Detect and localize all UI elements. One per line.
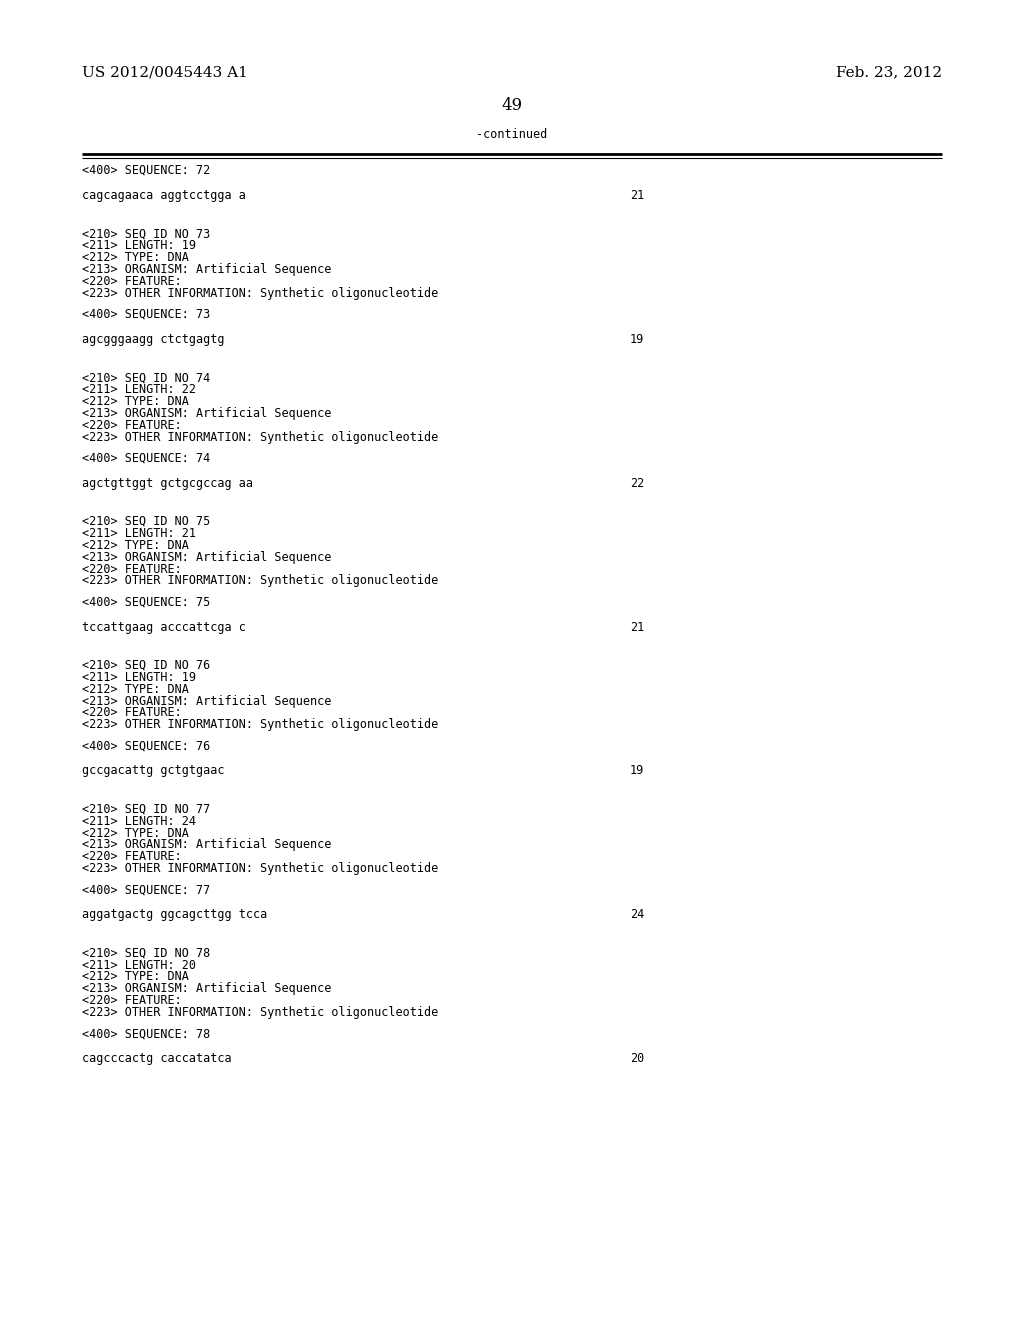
Text: <213> ORGANISM: Artificial Sequence: <213> ORGANISM: Artificial Sequence bbox=[82, 263, 332, 276]
Text: <212> TYPE: DNA: <212> TYPE: DNA bbox=[82, 970, 188, 983]
Text: agctgttggt gctgcgccag aa: agctgttggt gctgcgccag aa bbox=[82, 477, 253, 490]
Text: <223> OTHER INFORMATION: Synthetic oligonucleotide: <223> OTHER INFORMATION: Synthetic oligo… bbox=[82, 286, 438, 300]
Text: -continued: -continued bbox=[476, 128, 548, 141]
Text: <223> OTHER INFORMATION: Synthetic oligonucleotide: <223> OTHER INFORMATION: Synthetic oligo… bbox=[82, 862, 438, 875]
Text: <211> LENGTH: 19: <211> LENGTH: 19 bbox=[82, 671, 196, 684]
Text: <220> FEATURE:: <220> FEATURE: bbox=[82, 275, 181, 288]
Text: <220> FEATURE:: <220> FEATURE: bbox=[82, 706, 181, 719]
Text: <400> SEQUENCE: 78: <400> SEQUENCE: 78 bbox=[82, 1027, 210, 1040]
Text: 19: 19 bbox=[630, 333, 644, 346]
Text: <400> SEQUENCE: 76: <400> SEQUENCE: 76 bbox=[82, 739, 210, 752]
Text: <220> FEATURE:: <220> FEATURE: bbox=[82, 994, 181, 1007]
Text: <212> TYPE: DNA: <212> TYPE: DNA bbox=[82, 826, 188, 840]
Text: US 2012/0045443 A1: US 2012/0045443 A1 bbox=[82, 66, 248, 79]
Text: <213> ORGANISM: Artificial Sequence: <213> ORGANISM: Artificial Sequence bbox=[82, 694, 332, 708]
Text: <210> SEQ ID NO 74: <210> SEQ ID NO 74 bbox=[82, 371, 210, 384]
Text: 20: 20 bbox=[630, 1052, 644, 1065]
Text: <213> ORGANISM: Artificial Sequence: <213> ORGANISM: Artificial Sequence bbox=[82, 550, 332, 564]
Text: <210> SEQ ID NO 78: <210> SEQ ID NO 78 bbox=[82, 946, 210, 960]
Text: <210> SEQ ID NO 75: <210> SEQ ID NO 75 bbox=[82, 515, 210, 528]
Text: <211> LENGTH: 22: <211> LENGTH: 22 bbox=[82, 383, 196, 396]
Text: cagcccactg caccatatca: cagcccactg caccatatca bbox=[82, 1052, 231, 1065]
Text: <220> FEATURE:: <220> FEATURE: bbox=[82, 850, 181, 863]
Text: <213> ORGANISM: Artificial Sequence: <213> ORGANISM: Artificial Sequence bbox=[82, 982, 332, 995]
Text: 49: 49 bbox=[502, 98, 522, 114]
Text: <400> SEQUENCE: 72: <400> SEQUENCE: 72 bbox=[82, 164, 210, 177]
Text: <211> LENGTH: 20: <211> LENGTH: 20 bbox=[82, 958, 196, 972]
Text: <400> SEQUENCE: 74: <400> SEQUENCE: 74 bbox=[82, 451, 210, 465]
Text: <220> FEATURE:: <220> FEATURE: bbox=[82, 418, 181, 432]
Text: <213> ORGANISM: Artificial Sequence: <213> ORGANISM: Artificial Sequence bbox=[82, 838, 332, 851]
Text: <223> OTHER INFORMATION: Synthetic oligonucleotide: <223> OTHER INFORMATION: Synthetic oligo… bbox=[82, 1006, 438, 1019]
Text: gccgacattg gctgtgaac: gccgacattg gctgtgaac bbox=[82, 764, 224, 777]
Text: <210> SEQ ID NO 73: <210> SEQ ID NO 73 bbox=[82, 227, 210, 240]
Text: 22: 22 bbox=[630, 477, 644, 490]
Text: Feb. 23, 2012: Feb. 23, 2012 bbox=[836, 66, 942, 79]
Text: 24: 24 bbox=[630, 908, 644, 921]
Text: <211> LENGTH: 19: <211> LENGTH: 19 bbox=[82, 239, 196, 252]
Text: <212> TYPE: DNA: <212> TYPE: DNA bbox=[82, 395, 188, 408]
Text: tccattgaag acccattcga c: tccattgaag acccattcga c bbox=[82, 620, 246, 634]
Text: <223> OTHER INFORMATION: Synthetic oligonucleotide: <223> OTHER INFORMATION: Synthetic oligo… bbox=[82, 430, 438, 444]
Text: cagcagaaca aggtcctgga a: cagcagaaca aggtcctgga a bbox=[82, 189, 246, 202]
Text: <211> LENGTH: 21: <211> LENGTH: 21 bbox=[82, 527, 196, 540]
Text: <213> ORGANISM: Artificial Sequence: <213> ORGANISM: Artificial Sequence bbox=[82, 407, 332, 420]
Text: <212> TYPE: DNA: <212> TYPE: DNA bbox=[82, 682, 188, 696]
Text: <211> LENGTH: 24: <211> LENGTH: 24 bbox=[82, 814, 196, 828]
Text: <210> SEQ ID NO 77: <210> SEQ ID NO 77 bbox=[82, 803, 210, 816]
Text: <400> SEQUENCE: 75: <400> SEQUENCE: 75 bbox=[82, 595, 210, 609]
Text: <212> TYPE: DNA: <212> TYPE: DNA bbox=[82, 251, 188, 264]
Text: <212> TYPE: DNA: <212> TYPE: DNA bbox=[82, 539, 188, 552]
Text: 19: 19 bbox=[630, 764, 644, 777]
Text: <400> SEQUENCE: 77: <400> SEQUENCE: 77 bbox=[82, 883, 210, 896]
Text: <223> OTHER INFORMATION: Synthetic oligonucleotide: <223> OTHER INFORMATION: Synthetic oligo… bbox=[82, 574, 438, 587]
Text: <210> SEQ ID NO 76: <210> SEQ ID NO 76 bbox=[82, 659, 210, 672]
Text: <400> SEQUENCE: 73: <400> SEQUENCE: 73 bbox=[82, 308, 210, 321]
Text: agcgggaagg ctctgagtg: agcgggaagg ctctgagtg bbox=[82, 333, 224, 346]
Text: 21: 21 bbox=[630, 189, 644, 202]
Text: 21: 21 bbox=[630, 620, 644, 634]
Text: <220> FEATURE:: <220> FEATURE: bbox=[82, 562, 181, 576]
Text: aggatgactg ggcagcttgg tcca: aggatgactg ggcagcttgg tcca bbox=[82, 908, 267, 921]
Text: <223> OTHER INFORMATION: Synthetic oligonucleotide: <223> OTHER INFORMATION: Synthetic oligo… bbox=[82, 718, 438, 731]
